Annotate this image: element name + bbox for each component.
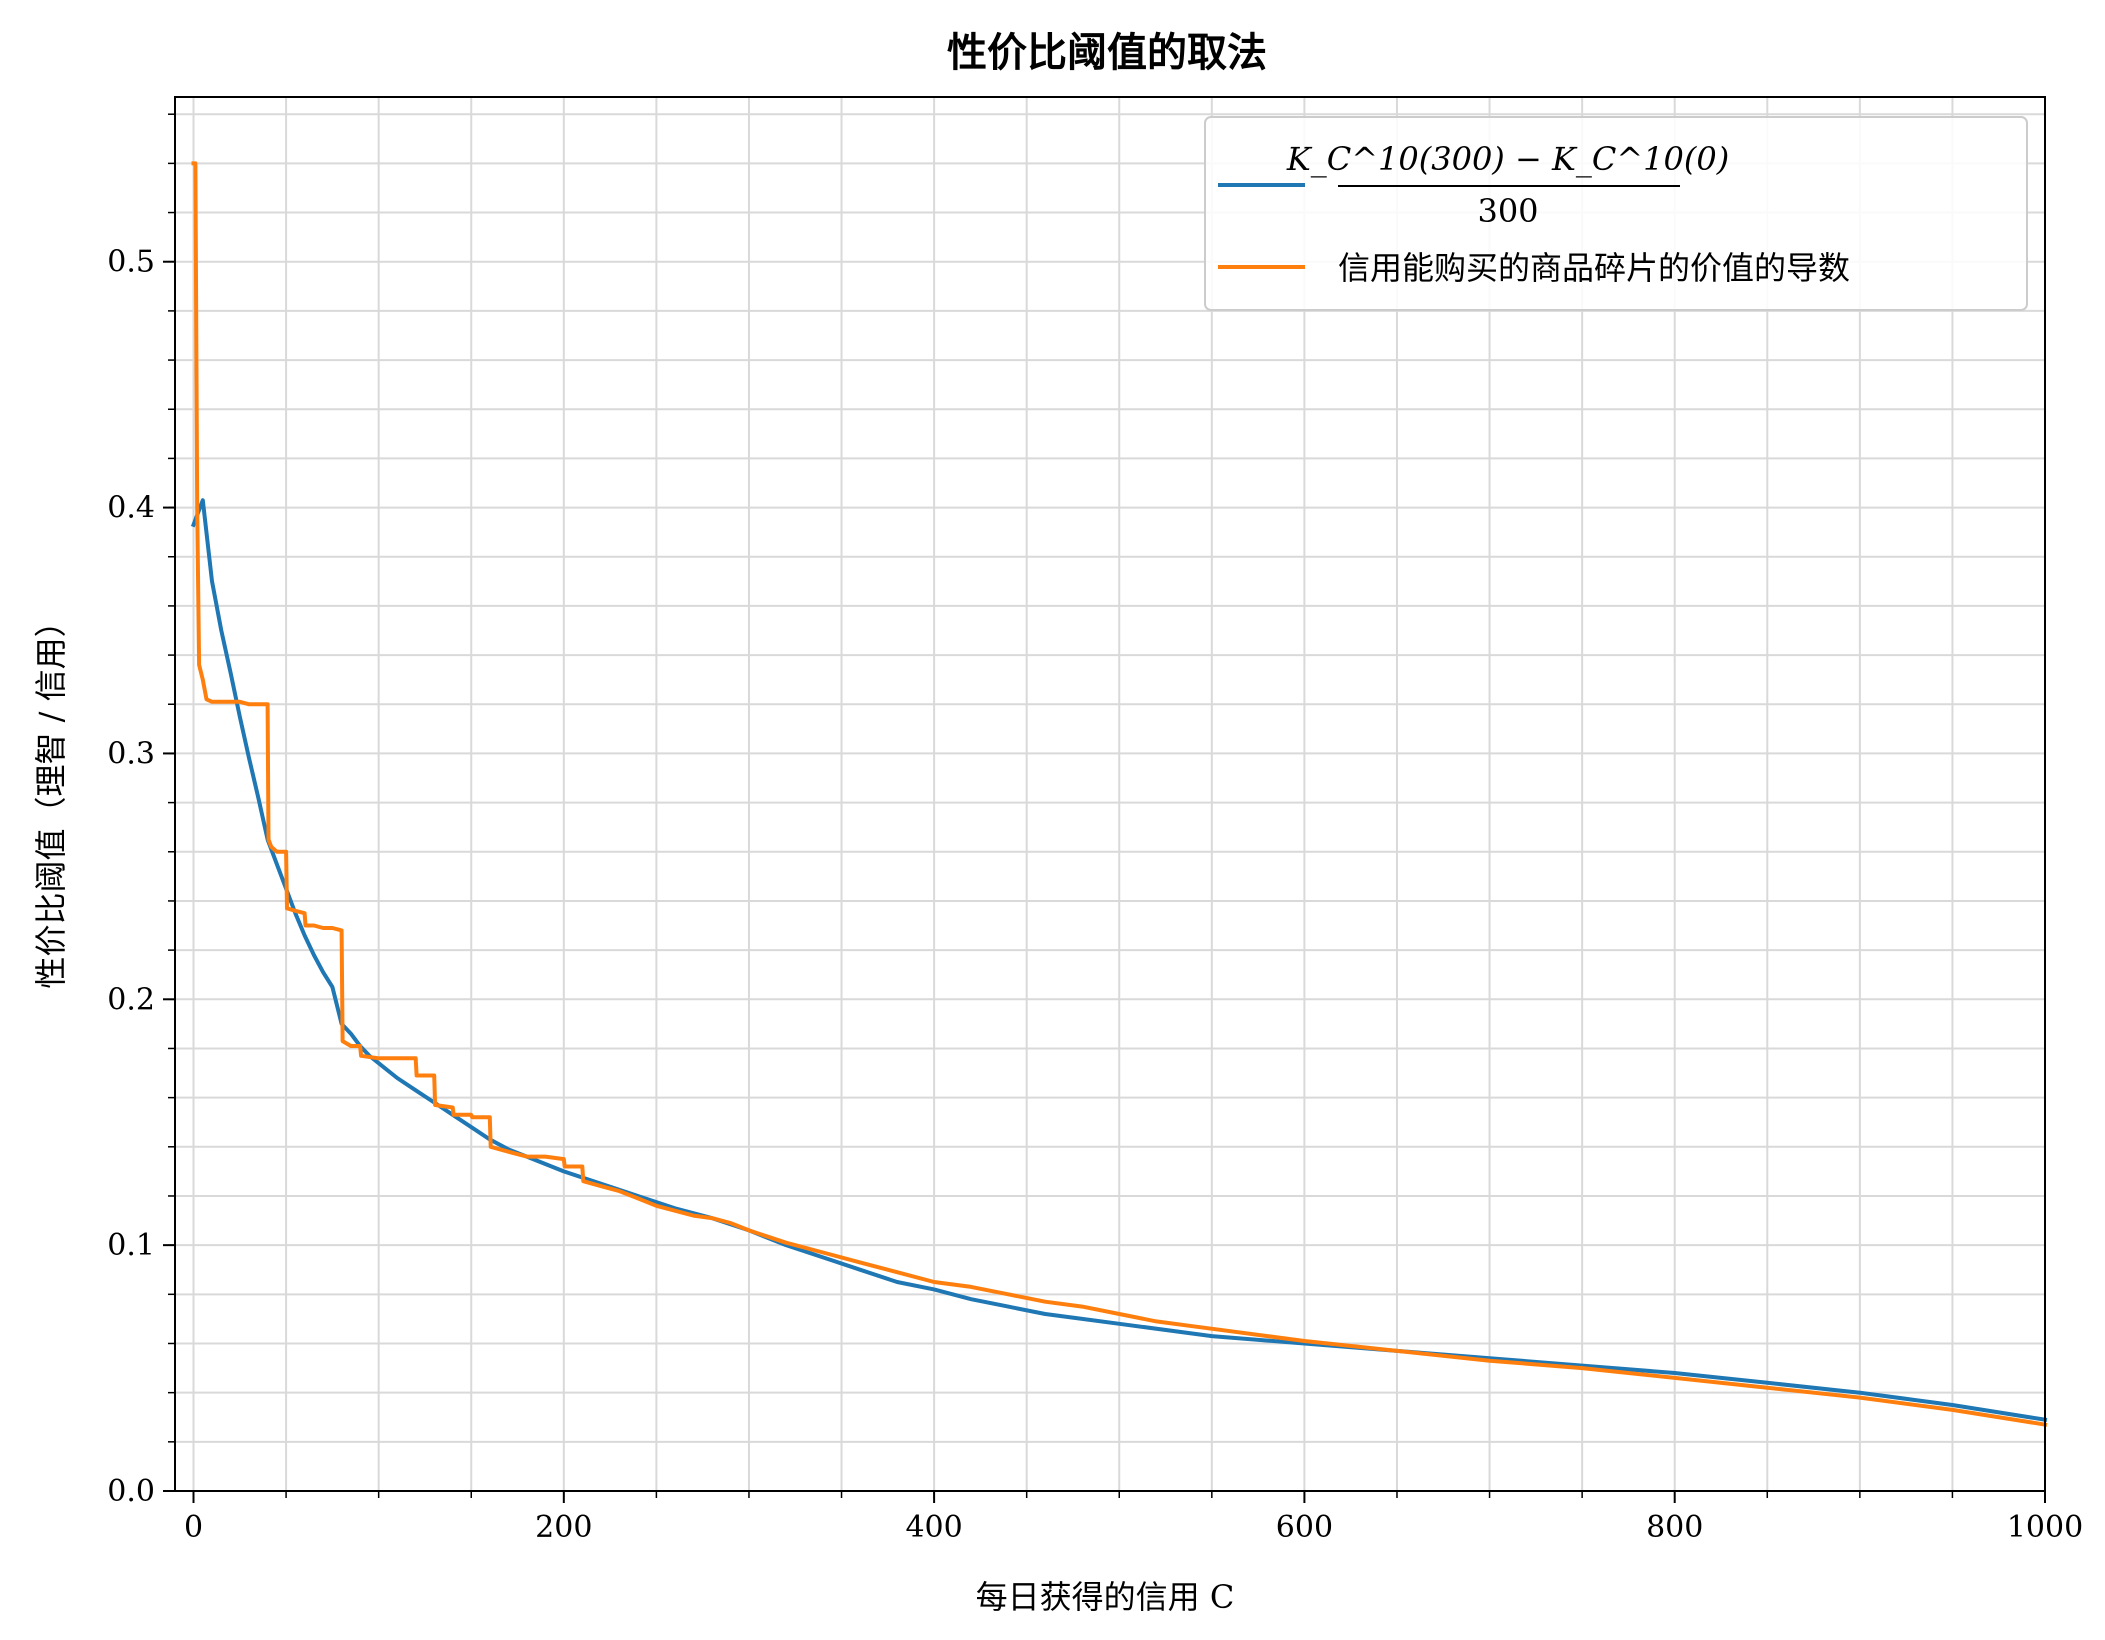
y-tick-label: 0.3 (107, 736, 155, 771)
plot-frame (174, 96, 2046, 1492)
series-line-2 (191, 161, 2048, 1427)
x-tick-label: 800 (1646, 1510, 1703, 1545)
chart-title: 性价比阈值的取法 (947, 29, 1267, 76)
x-tick-label: 0 (184, 1510, 203, 1545)
x-tick-label: 400 (905, 1510, 962, 1545)
y-tick-label: 0.4 (107, 491, 155, 526)
y-tick-label: 0.5 (107, 245, 155, 280)
axis-ticks: 0 200 400 600 800 1000 0.0 0.1 0.2 0.3 0.4 0.5 (107, 113, 2083, 1545)
y-tick-label: 0.0 (107, 1474, 155, 1509)
legend-box (1204, 116, 2028, 311)
legend: K_C^10(300) − K_C^10(0) 300 信用能购买的商品碎片的价… (1204, 116, 2028, 311)
x-tick-label: 1000 (2007, 1510, 2083, 1545)
plot-series (190, 161, 2048, 1427)
y-tick-label: 0.2 (107, 982, 155, 1017)
y-axis-label: 性价比阈值（理智 / 信用） (32, 605, 70, 988)
legend-label-series-1-denominator: 300 (1477, 192, 1538, 230)
y-tick-label: 0.1 (107, 1228, 155, 1263)
x-tick-label: 200 (535, 1510, 592, 1545)
legend-label-series-2: 信用能购买的商品碎片的价值的导数 (1338, 249, 1850, 287)
x-axis-label: 每日获得的信用 C (976, 1578, 1235, 1616)
legend-label-series-1-numerator: K_C^10(300) − K_C^10(0) (1286, 140, 1729, 178)
x-tick-label: 600 (1276, 1510, 1333, 1545)
